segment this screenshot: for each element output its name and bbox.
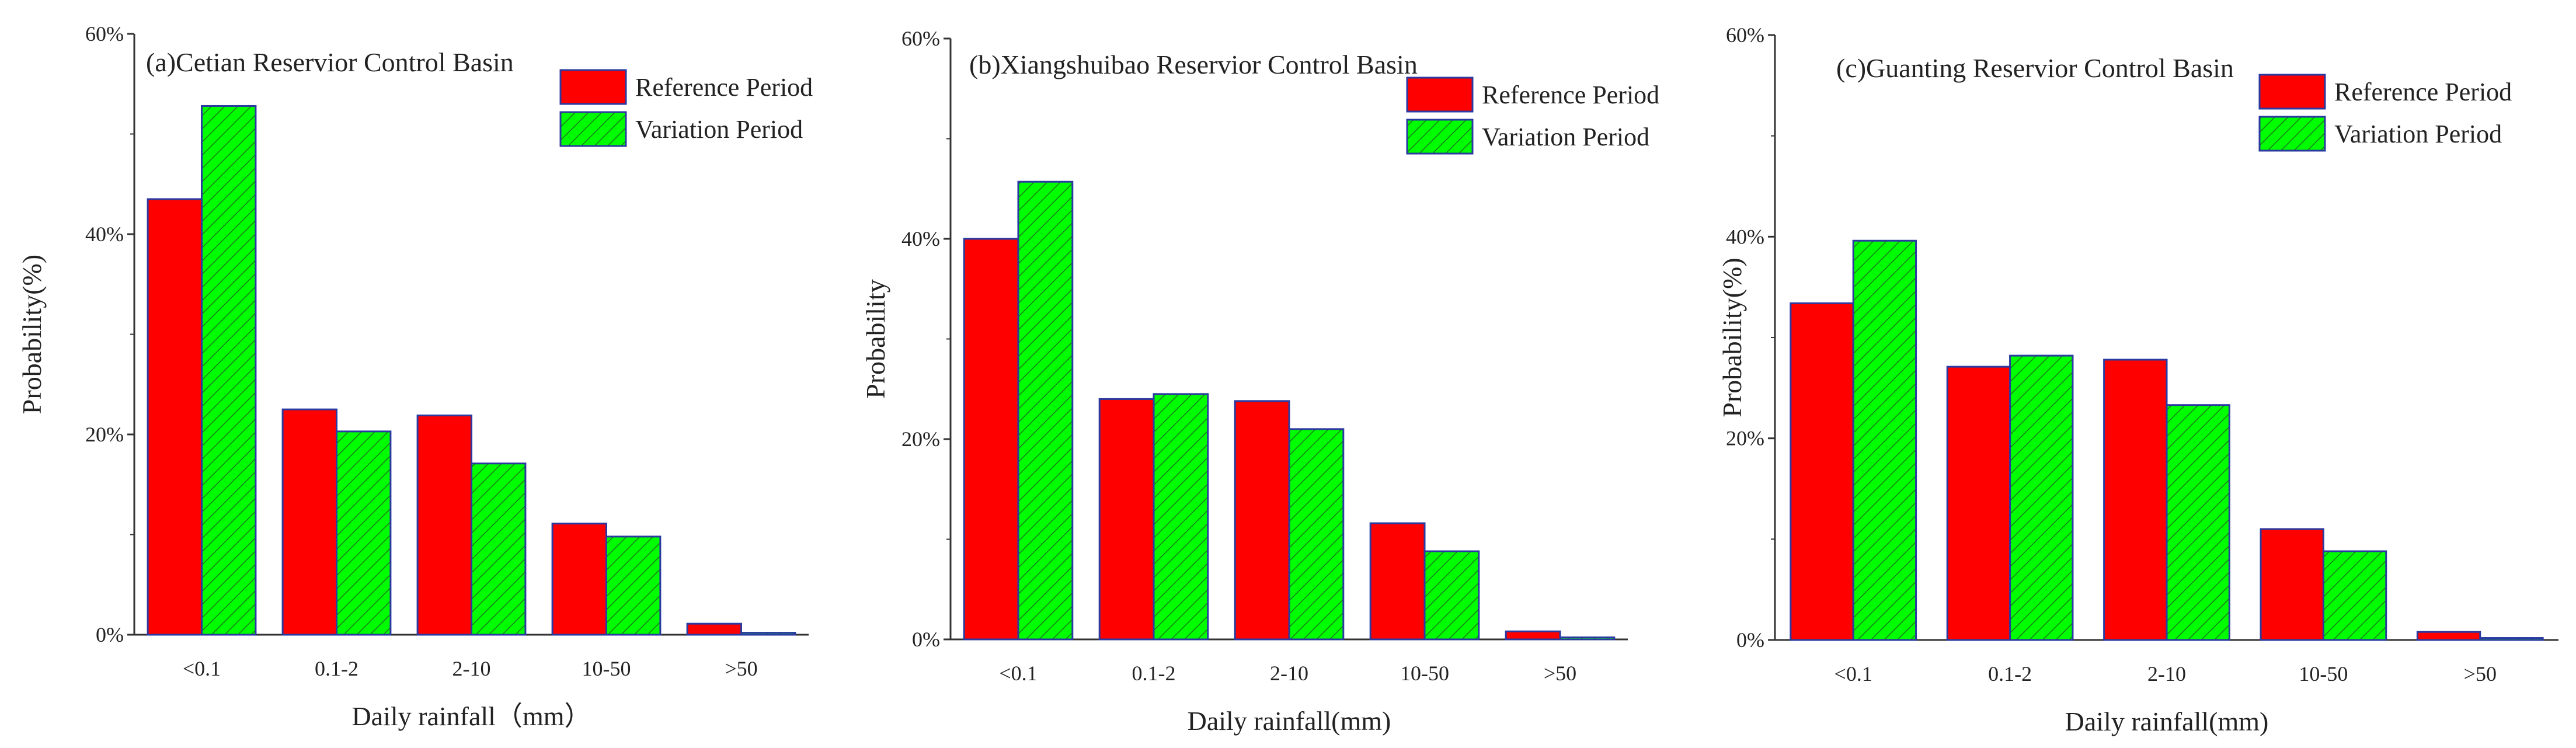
x-tick-label: >50 <box>1544 662 1576 685</box>
x-tick-label: 2-10 <box>1270 662 1308 685</box>
bar-reference-period <box>686 622 742 636</box>
bar-reference-period <box>1505 630 1561 641</box>
legend-label: Reference Period <box>2334 78 2512 106</box>
legend: Reference Period Variation Period <box>2258 74 2512 152</box>
panel-title: (b)Xiangshuibao Reservior Control Basin <box>969 50 1418 79</box>
legend-swatch-reference <box>2258 74 2326 110</box>
x-axis-label: Daily rainfall（mm） <box>351 701 591 731</box>
bar-variation-period <box>471 462 527 636</box>
x-tick-label: 2-10 <box>2147 662 2186 686</box>
bar-reference-period <box>1234 400 1290 641</box>
bar-reference-period <box>1790 302 1854 641</box>
bar-variation-period <box>2009 354 2074 641</box>
y-tick-label: 20% <box>901 427 940 451</box>
x-tick-label: >50 <box>2464 662 2497 686</box>
bar-reference-period <box>416 414 472 636</box>
x-tick-label: 10-50 <box>2299 662 2348 686</box>
legend-swatch-reference <box>559 69 627 105</box>
legend-label: Variation Period <box>635 115 803 144</box>
chart-panel-2: 0% 20% 40% 60% <0.1 0.1-2 2-10 10-50 >50 Daily ra… <box>861 27 1659 736</box>
y-axis-label: Probability <box>861 279 890 398</box>
legend-label: Reference Period <box>635 73 813 102</box>
bar-reference-period <box>2416 631 2481 641</box>
bar-reference-period <box>551 523 607 636</box>
bar-variation-period <box>201 105 257 636</box>
y-tick-label: 40% <box>901 227 940 251</box>
y-axis-label: Probability(%) <box>1717 258 1747 417</box>
legend-label: Reference Period <box>1482 81 1659 109</box>
bar-variation-period <box>1559 636 1616 641</box>
bar-reference-period <box>147 198 203 636</box>
bar-reference-period <box>1369 522 1426 641</box>
bar-variation-period <box>1423 550 1480 641</box>
bar-variation-period <box>605 535 662 636</box>
x-tick-label: <0.1 <box>999 662 1037 685</box>
y-tick-label: 0% <box>1736 628 1764 652</box>
chart-panel-1: 0% 20% 40% 60% <0.1 0.1-2 2-10 10-50 >50 Daily ra… <box>17 22 813 731</box>
y-tick-label: 20% <box>1726 427 1764 450</box>
y-tick-label: 60% <box>85 22 124 46</box>
x-axis-label: Daily rainfall(mm) <box>1188 706 1391 736</box>
x-tick-label: <0.1 <box>183 657 221 680</box>
panel-title: (a)Cetian Reservior Control Basin <box>146 47 514 77</box>
bar-reference-period <box>281 408 338 636</box>
x-tick-label: 10-50 <box>1400 662 1449 685</box>
x-tick-label: 0.1-2 <box>1988 662 2032 686</box>
legend-swatch-variation <box>1406 119 1474 155</box>
x-tick-label: 2-10 <box>452 657 491 680</box>
bar-reference-period <box>1946 366 2011 641</box>
bar-reference-period <box>2103 359 2168 641</box>
bar-variation-period <box>740 632 796 636</box>
legend-label: Variation Period <box>2334 120 2502 148</box>
legend-swatch-reference <box>1406 76 1474 113</box>
legend-swatch-variation <box>2258 116 2326 152</box>
y-axis-label: Probability(%) <box>17 255 47 414</box>
y-tick-label: 0% <box>912 628 940 651</box>
bar-variation-period <box>2479 637 2544 641</box>
x-tick-label: >50 <box>725 657 757 680</box>
y-tick-label: 60% <box>1726 23 1764 47</box>
bar-reference-period <box>1098 398 1155 641</box>
x-tick-label: 0.1-2 <box>315 657 358 680</box>
bar-variation-period <box>1017 180 1074 641</box>
bar-variation-period <box>1852 239 1917 641</box>
bar-variation-period <box>2166 404 2230 641</box>
legend: Reference Period Variation Period <box>559 69 813 147</box>
bar-reference-period <box>963 238 1019 641</box>
x-axis-label: Daily rainfall(mm) <box>2065 707 2269 736</box>
chart-panel-3: 0% 20% 40% 60% <0.1 0.1-2 2-10 10-50 >50 Daily ra… <box>1717 23 2558 736</box>
bar-reference-period <box>2260 528 2324 641</box>
y-tick-label: 0% <box>96 623 124 646</box>
y-tick-label: 60% <box>901 27 940 50</box>
y-tick-label: 40% <box>85 222 124 246</box>
x-tick-label: 0.1-2 <box>1132 662 1176 685</box>
bar-variation-period <box>1153 393 1209 641</box>
x-tick-label: <0.1 <box>1834 662 1872 686</box>
panel-title: (c)Guanting Reservior Control Basin <box>1836 53 2234 83</box>
y-tick-label: 40% <box>1726 225 1764 248</box>
bar-variation-period <box>336 430 392 636</box>
x-tick-label: 10-50 <box>582 657 631 680</box>
y-tick-label: 20% <box>85 423 124 446</box>
bar-variation-period <box>1288 428 1345 641</box>
bar-variation-period <box>2322 550 2387 641</box>
legend-swatch-variation <box>559 111 627 147</box>
legend: Reference Period Variation Period <box>1406 76 1659 155</box>
legend-label: Variation Period <box>1482 123 1649 151</box>
